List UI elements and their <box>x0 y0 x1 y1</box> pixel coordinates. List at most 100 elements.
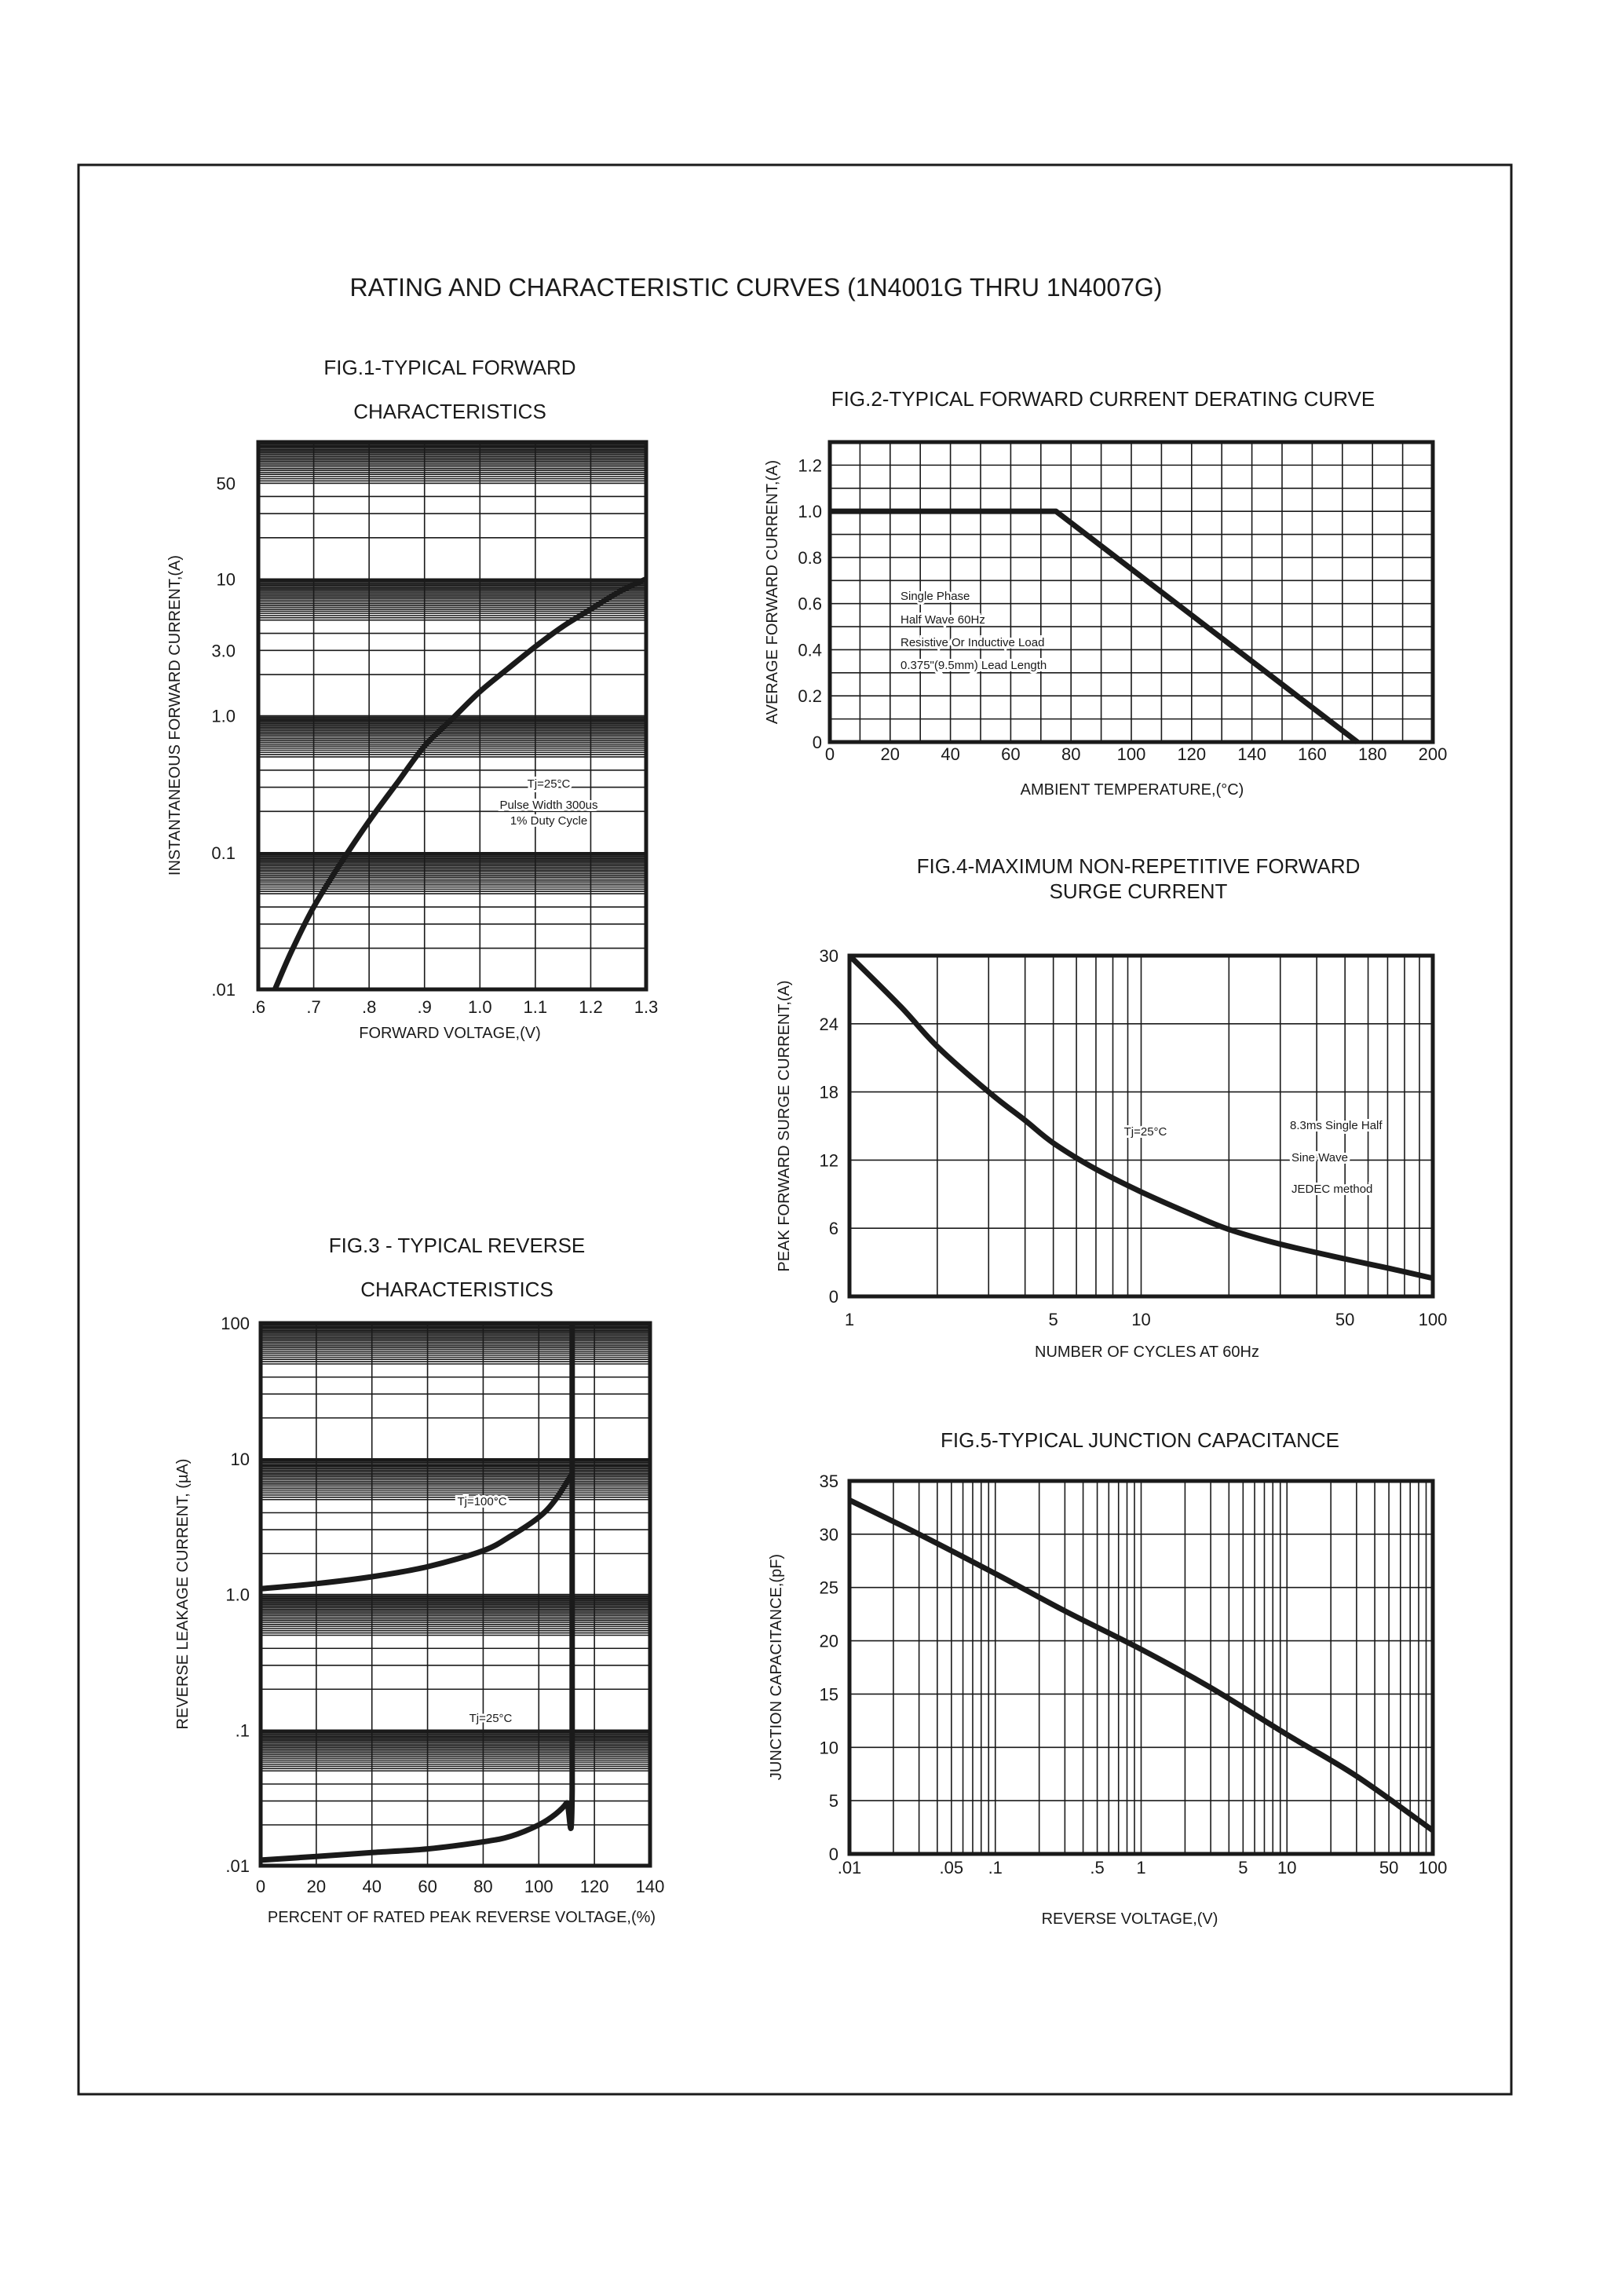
x-tick-label: 60 <box>418 1877 437 1896</box>
chart-annotation: Tj=25°C <box>528 777 571 791</box>
y-tick-label: 0.1 <box>211 843 236 863</box>
y-tick-label: 0.6 <box>798 594 822 614</box>
chart-annotation: 8.3ms Single Half <box>1290 1119 1383 1132</box>
chart-annotation: Resistive Or Inductive Load <box>901 636 1044 649</box>
page-border <box>77 163 1513 2096</box>
chart-annotation: Tj=100°C <box>457 1495 506 1508</box>
fig1-chart: FIG.1-TYPICAL FORWARD CHARACTERISTICS .6 .7… <box>166 356 658 1042</box>
chart-annotation: Half Wave 60Hz <box>901 613 985 627</box>
fig5-chart: FIG.5-TYPICAL JUNCTION CAPACITANCE .01 .05… <box>768 1428 1447 1928</box>
y-tick-label: 50 <box>217 473 236 493</box>
y-tick-label: 6 <box>829 1219 838 1238</box>
x-tick-label: .7 <box>306 997 320 1017</box>
plot-frame <box>847 1479 1435 1856</box>
x-tick-label: 60 <box>1001 744 1020 764</box>
plot-frame <box>256 440 648 992</box>
data-series-line <box>260 1472 575 1592</box>
y-axis-label: PEAK FORWARD SURGE CURRENT,(A) <box>776 980 793 1271</box>
x-axis-label: NUMBER OF CYCLES AT 60Hz <box>1035 1344 1259 1361</box>
y-tick-label: 1.0 <box>211 707 236 726</box>
x-tick-label: 120 <box>1177 744 1206 764</box>
y-tick-label: 1.2 <box>798 455 822 475</box>
y-tick-label: 30 <box>820 1525 838 1545</box>
y-axis-label: INSTANTANEOUS FORWARD CURRENT,(A) <box>166 555 184 876</box>
plot-frame <box>827 440 1435 744</box>
x-tick-label: 0 <box>825 744 835 764</box>
chart-annotation: Tj=25°C <box>1124 1125 1167 1139</box>
x-tick-label: 20 <box>307 1877 326 1896</box>
x-tick-label: 100 <box>1419 1310 1448 1329</box>
data-series-line <box>272 576 648 991</box>
chart-annotation: Sine Wave <box>1291 1151 1348 1164</box>
x-tick-label: 50 <box>1379 1858 1398 1877</box>
y-tick-label: 5 <box>829 1791 838 1811</box>
chart-annotation: Tj=25°C <box>469 1712 513 1725</box>
chart-title: CHARACTERISTICS <box>360 1278 553 1301</box>
y-tick-label: 18 <box>820 1083 838 1102</box>
x-tick-label: 0 <box>256 1877 265 1896</box>
x-tick-label: 100 <box>1419 1858 1448 1877</box>
fig4-chart: FIG.4-MAXIMUM NON-REPETITIVE FORWARDSURG… <box>776 854 1447 1361</box>
x-tick-label: 120 <box>580 1877 609 1896</box>
y-tick-label: .1 <box>236 1720 250 1740</box>
chart-title: CHARACTERISTICS <box>353 400 546 423</box>
y-tick-label: 10 <box>217 569 236 589</box>
x-axis-label: PERCENT OF RATED PEAK REVERSE VOLTAGE,(%… <box>268 1909 656 1926</box>
x-tick-label: 5 <box>1238 1858 1248 1877</box>
y-tick-label: .01 <box>225 1856 250 1876</box>
plot-frame <box>258 1321 652 1868</box>
x-tick-label: 1 <box>845 1310 854 1329</box>
y-tick-label: 0 <box>829 1844 838 1864</box>
x-tick-label: .05 <box>940 1858 964 1877</box>
fig2-chart: FIG.2-TYPICAL FORWARD CURRENT DERATING C… <box>764 387 1447 799</box>
y-tick-label: 30 <box>820 946 838 966</box>
y-tick-label: 0 <box>813 733 822 752</box>
y-tick-label: 1.0 <box>798 502 822 521</box>
data-series-line <box>260 1323 575 1863</box>
x-tick-label: 10 <box>1131 1310 1150 1329</box>
x-tick-label: 80 <box>473 1877 492 1896</box>
x-tick-label: 100 <box>1117 744 1146 764</box>
x-tick-label: 40 <box>362 1877 381 1896</box>
x-tick-label: .01 <box>838 1858 862 1877</box>
x-tick-label: 160 <box>1298 744 1327 764</box>
x-axis-label: AMBIENT TEMPERATURE,(°C) <box>1021 781 1244 799</box>
x-tick-label: 1.0 <box>468 997 492 1017</box>
y-tick-label: 10 <box>820 1738 838 1757</box>
x-tick-label: .6 <box>251 997 265 1017</box>
y-tick-label: 24 <box>820 1015 838 1034</box>
y-tick-label: 25 <box>820 1578 838 1598</box>
y-tick-label: 10 <box>231 1450 250 1469</box>
chart-annotation: JEDEC method <box>1291 1183 1372 1196</box>
x-tick-label: 200 <box>1419 744 1448 764</box>
y-tick-label: 0.8 <box>798 548 822 568</box>
x-tick-label: .9 <box>418 997 432 1017</box>
x-axis-label: REVERSE VOLTAGE,(V) <box>1042 1910 1218 1928</box>
chart-title: FIG.1-TYPICAL FORWARD <box>323 356 575 379</box>
chart-annotation: Single Phase <box>901 590 970 603</box>
x-tick-label: .8 <box>362 997 376 1017</box>
x-tick-label: 140 <box>636 1877 665 1896</box>
data-series-line <box>847 953 1434 1281</box>
chart-title: SURGE CURRENT <box>1050 879 1228 903</box>
chart-annotation: Pulse Width 300us <box>499 799 597 812</box>
y-axis-label: REVERSE LEAKAGE CURRENT, (µA) <box>174 1459 192 1730</box>
data-series-line <box>830 508 1360 744</box>
x-tick-label: 1.1 <box>524 997 548 1017</box>
y-tick-label: 15 <box>820 1684 838 1704</box>
chart-title: FIG.5-TYPICAL JUNCTION CAPACITANCE <box>941 1428 1339 1452</box>
data-series-line <box>848 1497 1435 1833</box>
fig3-chart: FIG.3 - TYPICAL REVERSE CHARACTERISTICS 0 2… <box>174 1234 664 1926</box>
y-tick-label: 0.2 <box>798 686 822 706</box>
y-tick-label: .01 <box>211 980 236 1000</box>
x-tick-label: 20 <box>881 744 900 764</box>
y-axis-label: AVERAGE FORWARD CURRENT,(A) <box>764 460 781 724</box>
y-tick-label: 1.0 <box>225 1585 250 1605</box>
chart-title: FIG.4-MAXIMUM NON-REPETITIVE FORWARD <box>917 854 1361 878</box>
chart-annotation: 1% Duty Cycle <box>510 814 587 828</box>
y-tick-label: 35 <box>820 1472 838 1491</box>
x-tick-label: 5 <box>1049 1310 1058 1329</box>
x-tick-label: 100 <box>524 1877 553 1896</box>
y-tick-label: 100 <box>221 1314 250 1333</box>
x-tick-label: 40 <box>941 744 959 764</box>
